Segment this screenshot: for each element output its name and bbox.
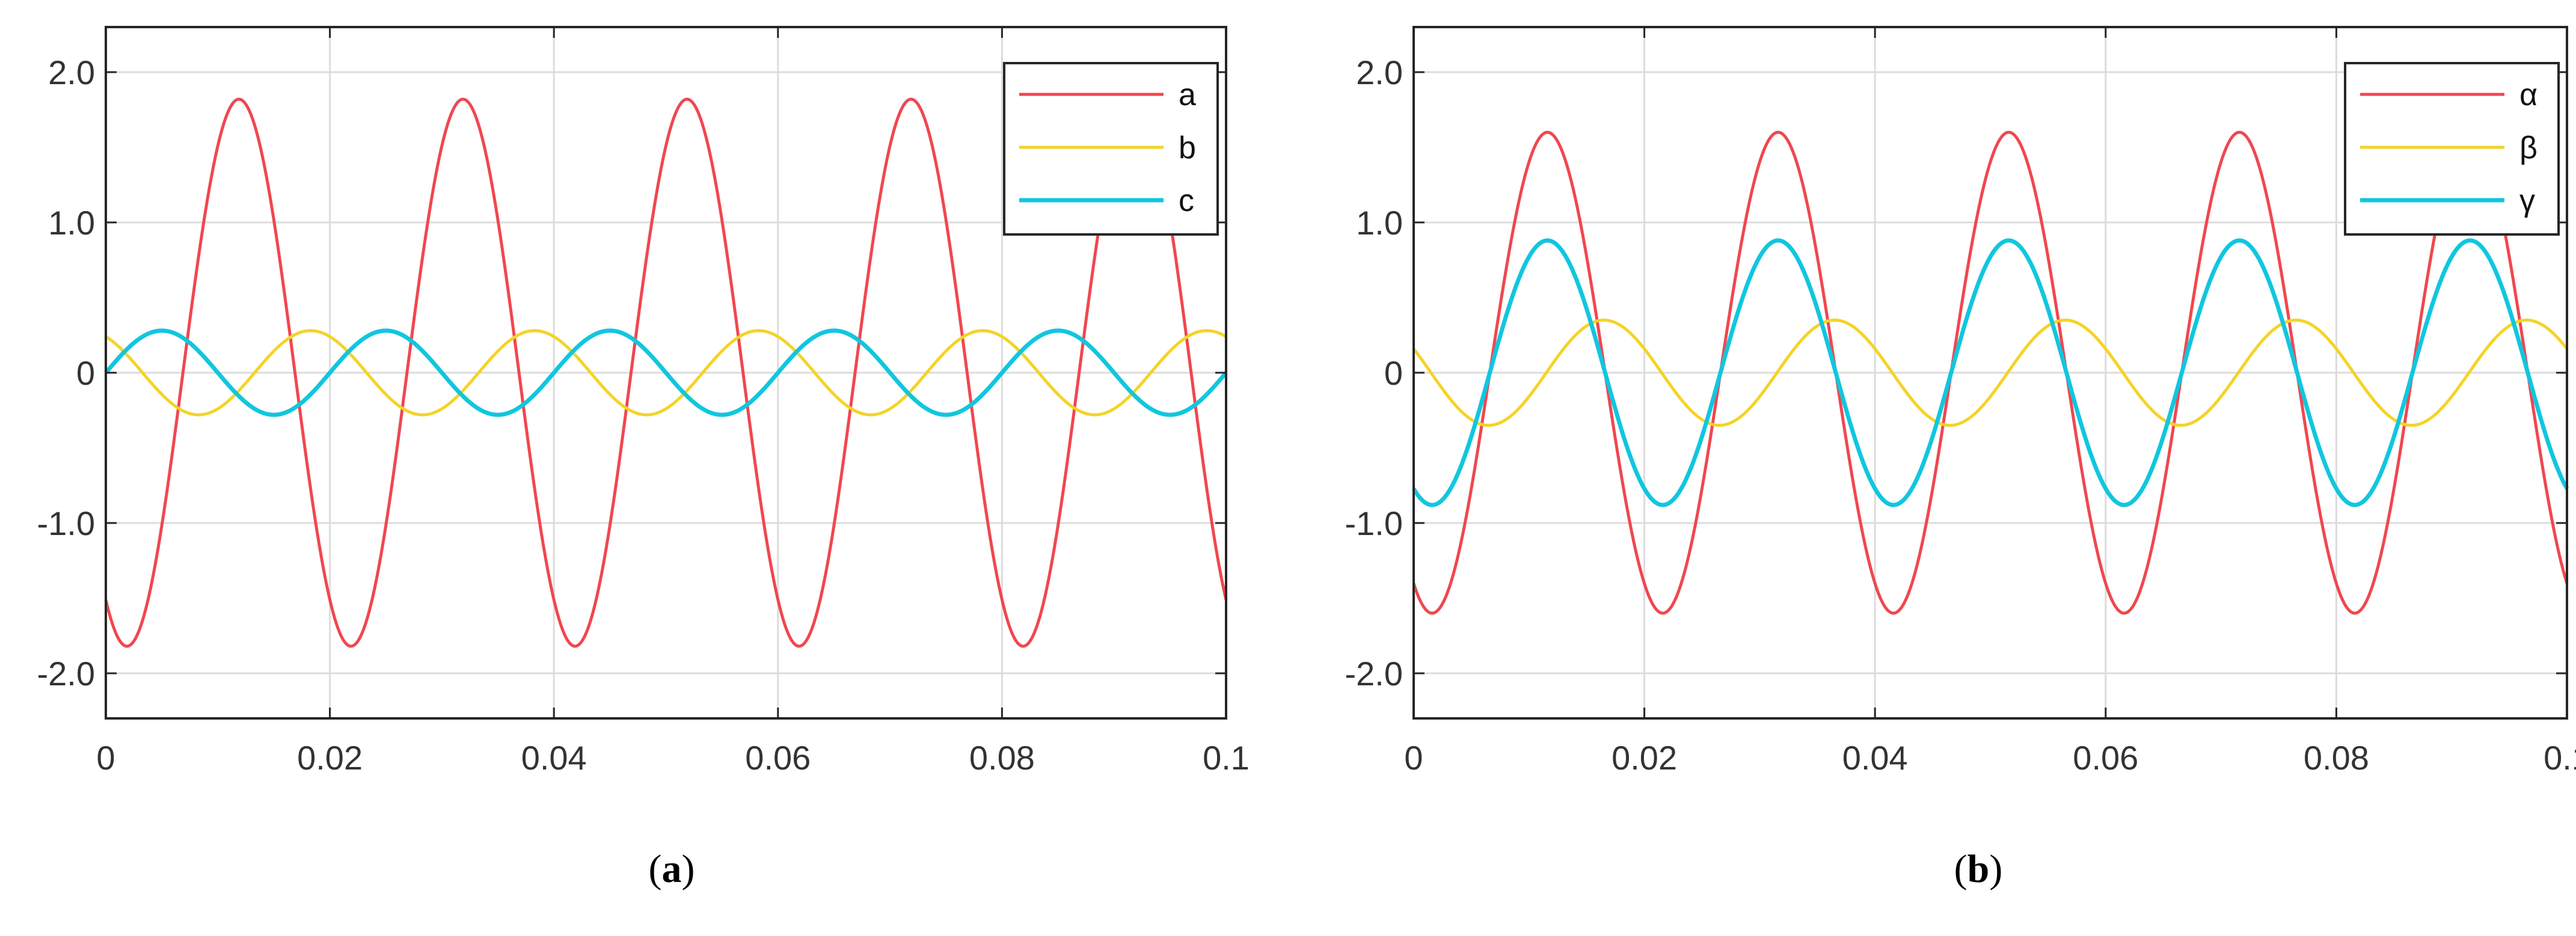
series-line-2 [1412,319,2568,427]
caption-b-letter: b [1967,847,1990,891]
legend: abc [1003,62,1219,236]
x-tick-label: 0.04 [1842,739,1908,777]
series-line-2 [105,329,1227,417]
caption-a-letter: a [662,847,682,891]
panel-a-chart: 0 0.02 0.04 0.06 0.08 0.1 2.0 1.0 0 -1.0 -2.0 abc [37,26,1250,777]
caption-b: (b) [1954,847,2003,891]
x-tick-label: 0.04 [521,739,587,777]
legend-label: α [2519,78,2538,112]
x-tick-label: 0.02 [297,739,363,777]
y-tick-label: 0 [1384,354,1403,392]
y-tick-label: 2.0 [48,54,95,91]
x-tick-label: 0.08 [969,739,1035,777]
y-tick-label: 2.0 [1356,54,1403,91]
x-tick-label: 0.06 [745,739,811,777]
x-tick-label: 0.1 [1203,739,1250,777]
x-tick-label: 0.1 [2544,739,2576,777]
y-tick-label: 0 [76,354,95,392]
caption-a: (a) [649,847,695,891]
legend-label: c [1179,183,1194,218]
x-tick-label: 0.02 [1612,739,1677,777]
y-tick-label: 1.0 [1356,204,1403,242]
y-tick-label: -1.0 [1345,504,1403,542]
legend: αβγ [2344,62,2560,236]
legend-label: a [1179,78,1196,112]
legend-label: γ [2519,183,2535,218]
x-tick-label: 0 [1404,739,1423,777]
y-tick-label: -1.0 [37,504,96,542]
x-tick-label: 0 [96,739,115,777]
x-tick-label: 0.08 [2304,739,2369,777]
x-tick-label: 0.06 [2073,739,2138,777]
series-line-3 [1411,238,2569,507]
series-line-1 [104,97,1228,648]
legend-label: β [2519,130,2538,165]
y-tick-label: -2.0 [1345,655,1403,693]
panel-b-chart: 0 0.02 0.04 0.06 0.08 0.1 2.0 1.0 0 -1.0 -2.0 αβγ [1345,26,2576,777]
y-tick-label: -2.0 [37,655,96,693]
legend-label: b [1179,130,1196,165]
series-line-3 [104,328,1228,417]
y-tick-label: 1.0 [48,204,95,242]
